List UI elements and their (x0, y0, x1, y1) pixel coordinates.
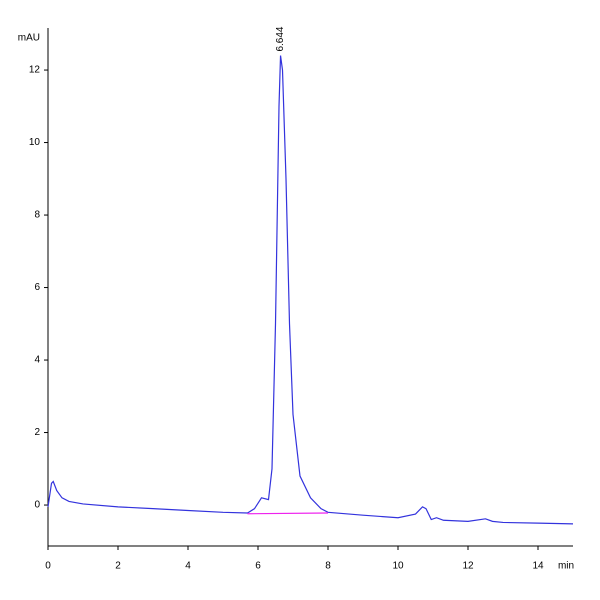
x-tick-label: 14 (532, 561, 544, 572)
x-axis-label: min (558, 561, 574, 572)
x-tick-label: 6 (255, 561, 261, 572)
y-tick-label: 0 (34, 500, 40, 511)
y-tick-label: 10 (29, 137, 41, 148)
y-axis-label: mAU (18, 33, 40, 44)
x-tick-label: 0 (45, 561, 51, 572)
y-tick-label: 8 (34, 210, 40, 221)
x-tick-label: 2 (115, 561, 121, 572)
trace-line (247, 512, 329, 515)
y-tick-label: 4 (34, 355, 40, 366)
y-tick-label: 12 (29, 65, 41, 76)
trace-line (47, 55, 574, 525)
peak-label: 6.644 (275, 26, 286, 51)
x-tick-label: 4 (185, 561, 191, 572)
y-tick-label: 6 (34, 282, 40, 293)
x-tick-label: 12 (462, 561, 474, 572)
y-tick-label: 2 (34, 427, 40, 438)
x-tick-label: 10 (392, 561, 404, 572)
x-tick-label: 8 (325, 561, 331, 572)
